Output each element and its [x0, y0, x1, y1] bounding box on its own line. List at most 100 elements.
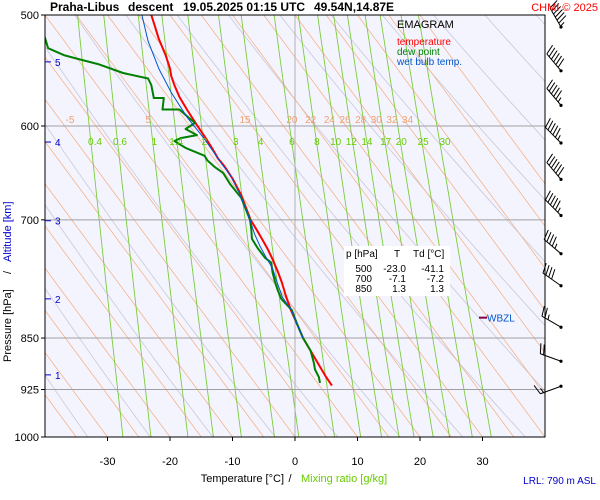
- wind-barb: [549, 0, 567, 29]
- table-cell: -7.2: [427, 274, 445, 285]
- wind-barb-staff: [541, 315, 562, 328]
- wind-barb-feather: [551, 236, 557, 247]
- dry-adiabat: [125, 15, 464, 437]
- wind-barb-half-feather: [560, 22, 565, 27]
- moist-adiabat: [200, 15, 515, 437]
- dry-adiabat: [45, 203, 214, 437]
- station-name: Praha-Libus: [50, 0, 120, 14]
- table-cell: -7.1: [389, 274, 407, 285]
- y-tick-label: 925: [21, 385, 39, 397]
- altitude-tick-label: 1: [55, 371, 61, 382]
- wind-barb-staff: [540, 385, 562, 395]
- table-cell: 850: [355, 284, 372, 295]
- wind-barb-feather: [549, 122, 556, 133]
- wbzl-label: WBZL: [487, 314, 515, 325]
- values-table-bg: [344, 246, 450, 296]
- wind-barb-feather: [557, 58, 565, 68]
- y-tick-label: 700: [21, 215, 39, 227]
- wind-barb-station: [559, 25, 563, 29]
- adiabat-label: 22: [305, 115, 317, 126]
- legend-temperature: temperature: [397, 37, 451, 48]
- legend-title: EMAGRAM: [397, 19, 454, 31]
- wind-barb-feather: [545, 265, 550, 276]
- moist-adiabat: [263, 15, 545, 396]
- wind-barb-feather: [551, 269, 556, 280]
- wind-barb-feather: [558, 15, 567, 24]
- wind-barb-feather: [533, 385, 541, 395]
- axis-layer: -5 5 15 20 22 24 26 28 30 32 340.4 0.6 1 1.4 2 3 4 6 8 10 12…: [15, 10, 489, 468]
- moist-adiabat: [45, 98, 296, 437]
- dry-adiabat: [433, 15, 545, 141]
- adiabat-label: 26: [339, 115, 351, 126]
- moist-adiabat: [45, 183, 233, 437]
- table-cell: 1.3: [392, 284, 406, 295]
- wind-barb: [545, 190, 563, 218]
- wind-barb-feather: [552, 197, 559, 208]
- mixing-ratio-label: 6: [289, 137, 295, 148]
- legend-dew-point: dew point: [397, 47, 440, 58]
- wind-barb-feather: [554, 127, 561, 138]
- x-axis-label: Temperature [°C]: [201, 473, 284, 485]
- y-axis-label: Pressure [hPa]: [2, 289, 14, 362]
- x-tick-label: -30: [100, 456, 116, 468]
- table-header-td: Td [°C]: [413, 249, 444, 260]
- wind-barb-feather: [555, 164, 563, 174]
- wind-barb-station: [559, 252, 563, 256]
- altitude-tick-label: 4: [55, 138, 61, 149]
- y-tick-label: 600: [21, 121, 39, 133]
- moist-adiabat: [45, 56, 327, 437]
- wind-barb-feather: [539, 343, 542, 354]
- wind-barb-feather: [548, 267, 553, 278]
- wind-barbs: [533, 0, 567, 395]
- mixing-ratio-line: [417, 15, 492, 437]
- table-cell: -23.0: [383, 264, 406, 275]
- adiabat-label: 30: [371, 115, 383, 126]
- dry-adiabat: [45, 287, 151, 437]
- mixing-ratio-line: [77, 15, 124, 437]
- x-tick-label: 10: [351, 456, 363, 468]
- wind-barb: [546, 153, 565, 181]
- wind-barb-feather: [546, 232, 552, 242]
- wind-barb-feather: [545, 190, 551, 201]
- wind-barb: [533, 384, 563, 395]
- lrl-label: LRL: 790 m ASL: [523, 476, 596, 487]
- mixing-ratio-label: 10: [330, 137, 342, 148]
- moist-adiabat: [419, 15, 545, 185]
- wind-barb: [541, 305, 563, 329]
- mixing-ratio-label: 12: [346, 137, 358, 148]
- wind-barb-feather: [543, 229, 549, 240]
- wind-barb-feather: [555, 55, 563, 65]
- mixing-ratio-line: [273, 15, 335, 437]
- moist-adiabat: [107, 15, 421, 437]
- wind-barb-feather: [546, 153, 554, 163]
- dry-adiabat: [45, 123, 276, 437]
- wind-barb-station: [559, 284, 563, 288]
- mixing-ratio-line: [218, 15, 275, 437]
- x-tick-label: -10: [225, 456, 241, 468]
- mixing-ratio-label: 20: [396, 137, 408, 148]
- altitude-tick-label: 5: [55, 58, 61, 69]
- series-dew-point: [45, 34, 321, 384]
- wind-barb-feather: [548, 82, 556, 92]
- wind-barb-feather: [549, 0, 558, 9]
- series-layer: [45, 15, 333, 387]
- dry-adiabat: [279, 15, 545, 326]
- mixing-ratio-label: 14: [361, 137, 373, 148]
- sounding-mode: descent: [128, 0, 173, 14]
- moist-adiabat: [45, 225, 202, 437]
- wind-barb-feather: [547, 192, 554, 203]
- adiabat-label: 5: [145, 115, 151, 126]
- wind-barb-feather: [547, 120, 554, 131]
- dry-adiabat: [381, 15, 545, 201]
- table-cell: 1.3: [430, 284, 444, 295]
- table-header-t: T: [394, 249, 400, 260]
- wind-barb-feather: [553, 52, 560, 63]
- wind-barb-half-feather: [547, 314, 550, 320]
- adiabat-label: 34: [402, 115, 414, 126]
- wind-barb-feather: [555, 90, 563, 100]
- wind-barb-feather: [548, 47, 556, 57]
- wind-barb-staff: [546, 88, 562, 106]
- moist-adiabat: [169, 15, 483, 437]
- mixing-ratio-label: 2: [202, 137, 208, 148]
